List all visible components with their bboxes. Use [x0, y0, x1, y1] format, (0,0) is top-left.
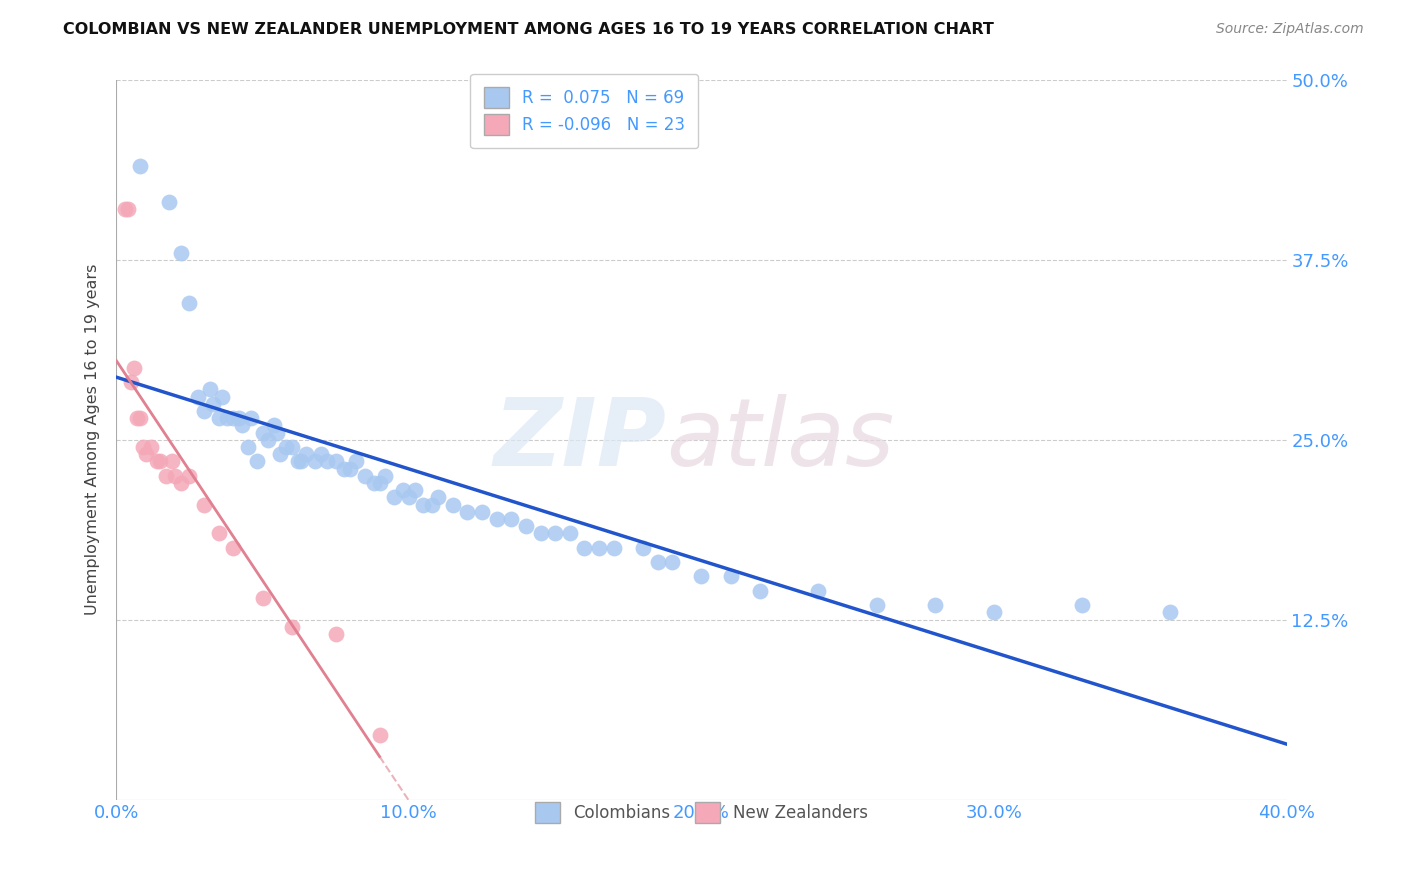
Y-axis label: Unemployment Among Ages 16 to 19 years: Unemployment Among Ages 16 to 19 years	[86, 264, 100, 615]
Point	[720, 569, 742, 583]
Point	[146, 454, 169, 468]
Point	[281, 620, 304, 634]
Point	[187, 390, 209, 404]
Point	[222, 411, 245, 425]
Point	[924, 599, 946, 613]
Legend: Colombians, New Zealanders: Colombians, New Zealanders	[523, 790, 880, 834]
Text: ZIP: ZIP	[494, 393, 666, 486]
Point	[485, 512, 508, 526]
Point	[266, 425, 288, 440]
Point	[368, 475, 391, 490]
Point	[339, 461, 361, 475]
Point	[290, 454, 312, 468]
Point	[316, 454, 339, 468]
Point	[344, 454, 367, 468]
Point	[193, 404, 215, 418]
Point	[602, 541, 624, 555]
Point	[120, 375, 142, 389]
Point	[246, 454, 269, 468]
Point	[404, 483, 426, 497]
Point	[135, 447, 157, 461]
Point	[201, 397, 224, 411]
Point	[160, 454, 183, 468]
Point	[471, 505, 494, 519]
Point	[412, 498, 434, 512]
Point	[169, 475, 191, 490]
Point	[333, 461, 356, 475]
Point	[252, 425, 274, 440]
Point	[304, 454, 326, 468]
Point	[155, 468, 177, 483]
Point	[515, 519, 537, 533]
Point	[231, 418, 253, 433]
Point	[281, 440, 304, 454]
Point	[274, 440, 297, 454]
Point	[456, 505, 478, 519]
Point	[368, 728, 391, 742]
Point	[163, 468, 186, 483]
Point	[983, 606, 1005, 620]
Point	[574, 541, 596, 555]
Point	[198, 383, 221, 397]
Point	[228, 411, 250, 425]
Point	[263, 418, 285, 433]
Point	[392, 483, 415, 497]
Point	[544, 526, 567, 541]
Point	[114, 202, 136, 217]
Point	[222, 541, 245, 555]
Point	[217, 411, 239, 425]
Point	[179, 296, 201, 310]
Point	[325, 454, 347, 468]
Point	[179, 468, 201, 483]
Point	[529, 526, 551, 541]
Point	[125, 411, 148, 425]
Point	[252, 591, 274, 605]
Point	[239, 411, 262, 425]
Text: atlas: atlas	[666, 394, 894, 485]
Point	[128, 411, 150, 425]
Point	[287, 454, 309, 468]
Point	[269, 447, 291, 461]
Point	[501, 512, 523, 526]
Text: COLOMBIAN VS NEW ZEALANDER UNEMPLOYMENT AMONG AGES 16 TO 19 YEARS CORRELATION CH: COLOMBIAN VS NEW ZEALANDER UNEMPLOYMENT …	[63, 22, 994, 37]
Point	[193, 498, 215, 512]
Point	[382, 491, 405, 505]
Point	[257, 433, 280, 447]
Point	[420, 498, 443, 512]
Point	[309, 447, 332, 461]
Point	[363, 475, 385, 490]
Point	[128, 159, 150, 173]
Point	[374, 468, 396, 483]
Point	[558, 526, 581, 541]
Point	[866, 599, 889, 613]
Point	[354, 468, 377, 483]
Point	[149, 454, 172, 468]
Point	[208, 526, 231, 541]
Point	[588, 541, 610, 555]
Point	[661, 555, 683, 569]
Point	[169, 245, 191, 260]
Point	[807, 583, 830, 598]
Point	[398, 491, 420, 505]
Point	[157, 195, 180, 210]
Point	[236, 440, 259, 454]
Point	[122, 360, 145, 375]
Point	[690, 569, 713, 583]
Point	[647, 555, 669, 569]
Point	[117, 202, 139, 217]
Point	[441, 498, 464, 512]
Point	[325, 627, 347, 641]
Point	[1159, 606, 1181, 620]
Point	[427, 491, 450, 505]
Point	[141, 440, 163, 454]
Point	[749, 583, 772, 598]
Point	[1070, 599, 1092, 613]
Point	[131, 440, 153, 454]
Text: Source: ZipAtlas.com: Source: ZipAtlas.com	[1216, 22, 1364, 37]
Point	[211, 390, 233, 404]
Point	[208, 411, 231, 425]
Point	[295, 447, 318, 461]
Point	[631, 541, 654, 555]
